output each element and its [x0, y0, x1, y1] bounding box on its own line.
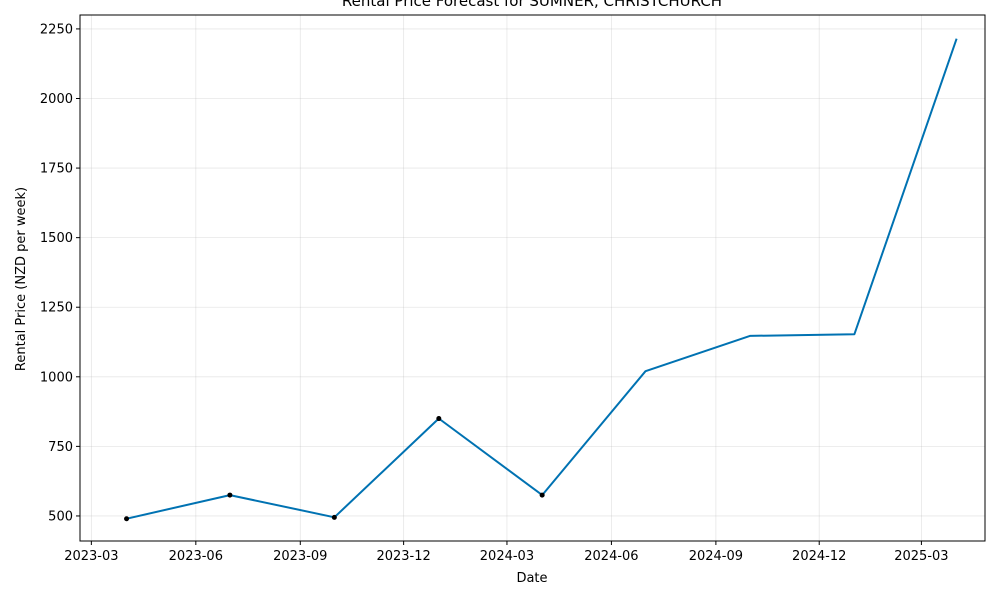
observed-point — [227, 492, 233, 498]
y-tick-label: 500 — [48, 509, 73, 524]
observed-point — [124, 516, 130, 522]
axis-ticks: 2023-03 2023-06 2023-09 2023-12 2024-03 2024-… — [40, 22, 949, 564]
y-tick-label: 1750 — [40, 162, 73, 177]
x-tick-label: 2025-03 — [894, 549, 948, 564]
plot-frame — [79, 14, 986, 542]
x-tick-label: 2023-03 — [64, 549, 118, 564]
observed-point — [539, 492, 545, 498]
x-tick-label: 2024-09 — [689, 549, 743, 564]
y-axis-label: Rental Price (NZD per week) — [14, 187, 29, 371]
x-tick-label: 2023-06 — [169, 549, 223, 564]
y-tick-label: 2000 — [40, 92, 73, 107]
y-tick-label: 2250 — [40, 22, 73, 37]
y-tick-label: 1000 — [40, 370, 73, 385]
chart-title: Rental Price Forecast for SUMNER, CHRIST… — [342, 0, 722, 10]
x-tick-label: 2024-06 — [584, 549, 638, 564]
y-tick-label: 1500 — [40, 231, 73, 246]
x-tick-label: 2023-09 — [273, 549, 327, 564]
x-tick-label: 2024-12 — [792, 549, 846, 564]
gridlines — [80, 15, 985, 541]
observed-point — [331, 514, 337, 520]
observed-points-layer — [124, 416, 545, 522]
y-tick-label: 750 — [48, 440, 73, 455]
y-tick-label: 1250 — [40, 301, 73, 316]
x-axis-label: Date — [516, 571, 547, 586]
x-tick-label: 2023-12 — [376, 549, 430, 564]
x-tick-label: 2024-03 — [480, 549, 534, 564]
observed-point — [436, 416, 442, 422]
